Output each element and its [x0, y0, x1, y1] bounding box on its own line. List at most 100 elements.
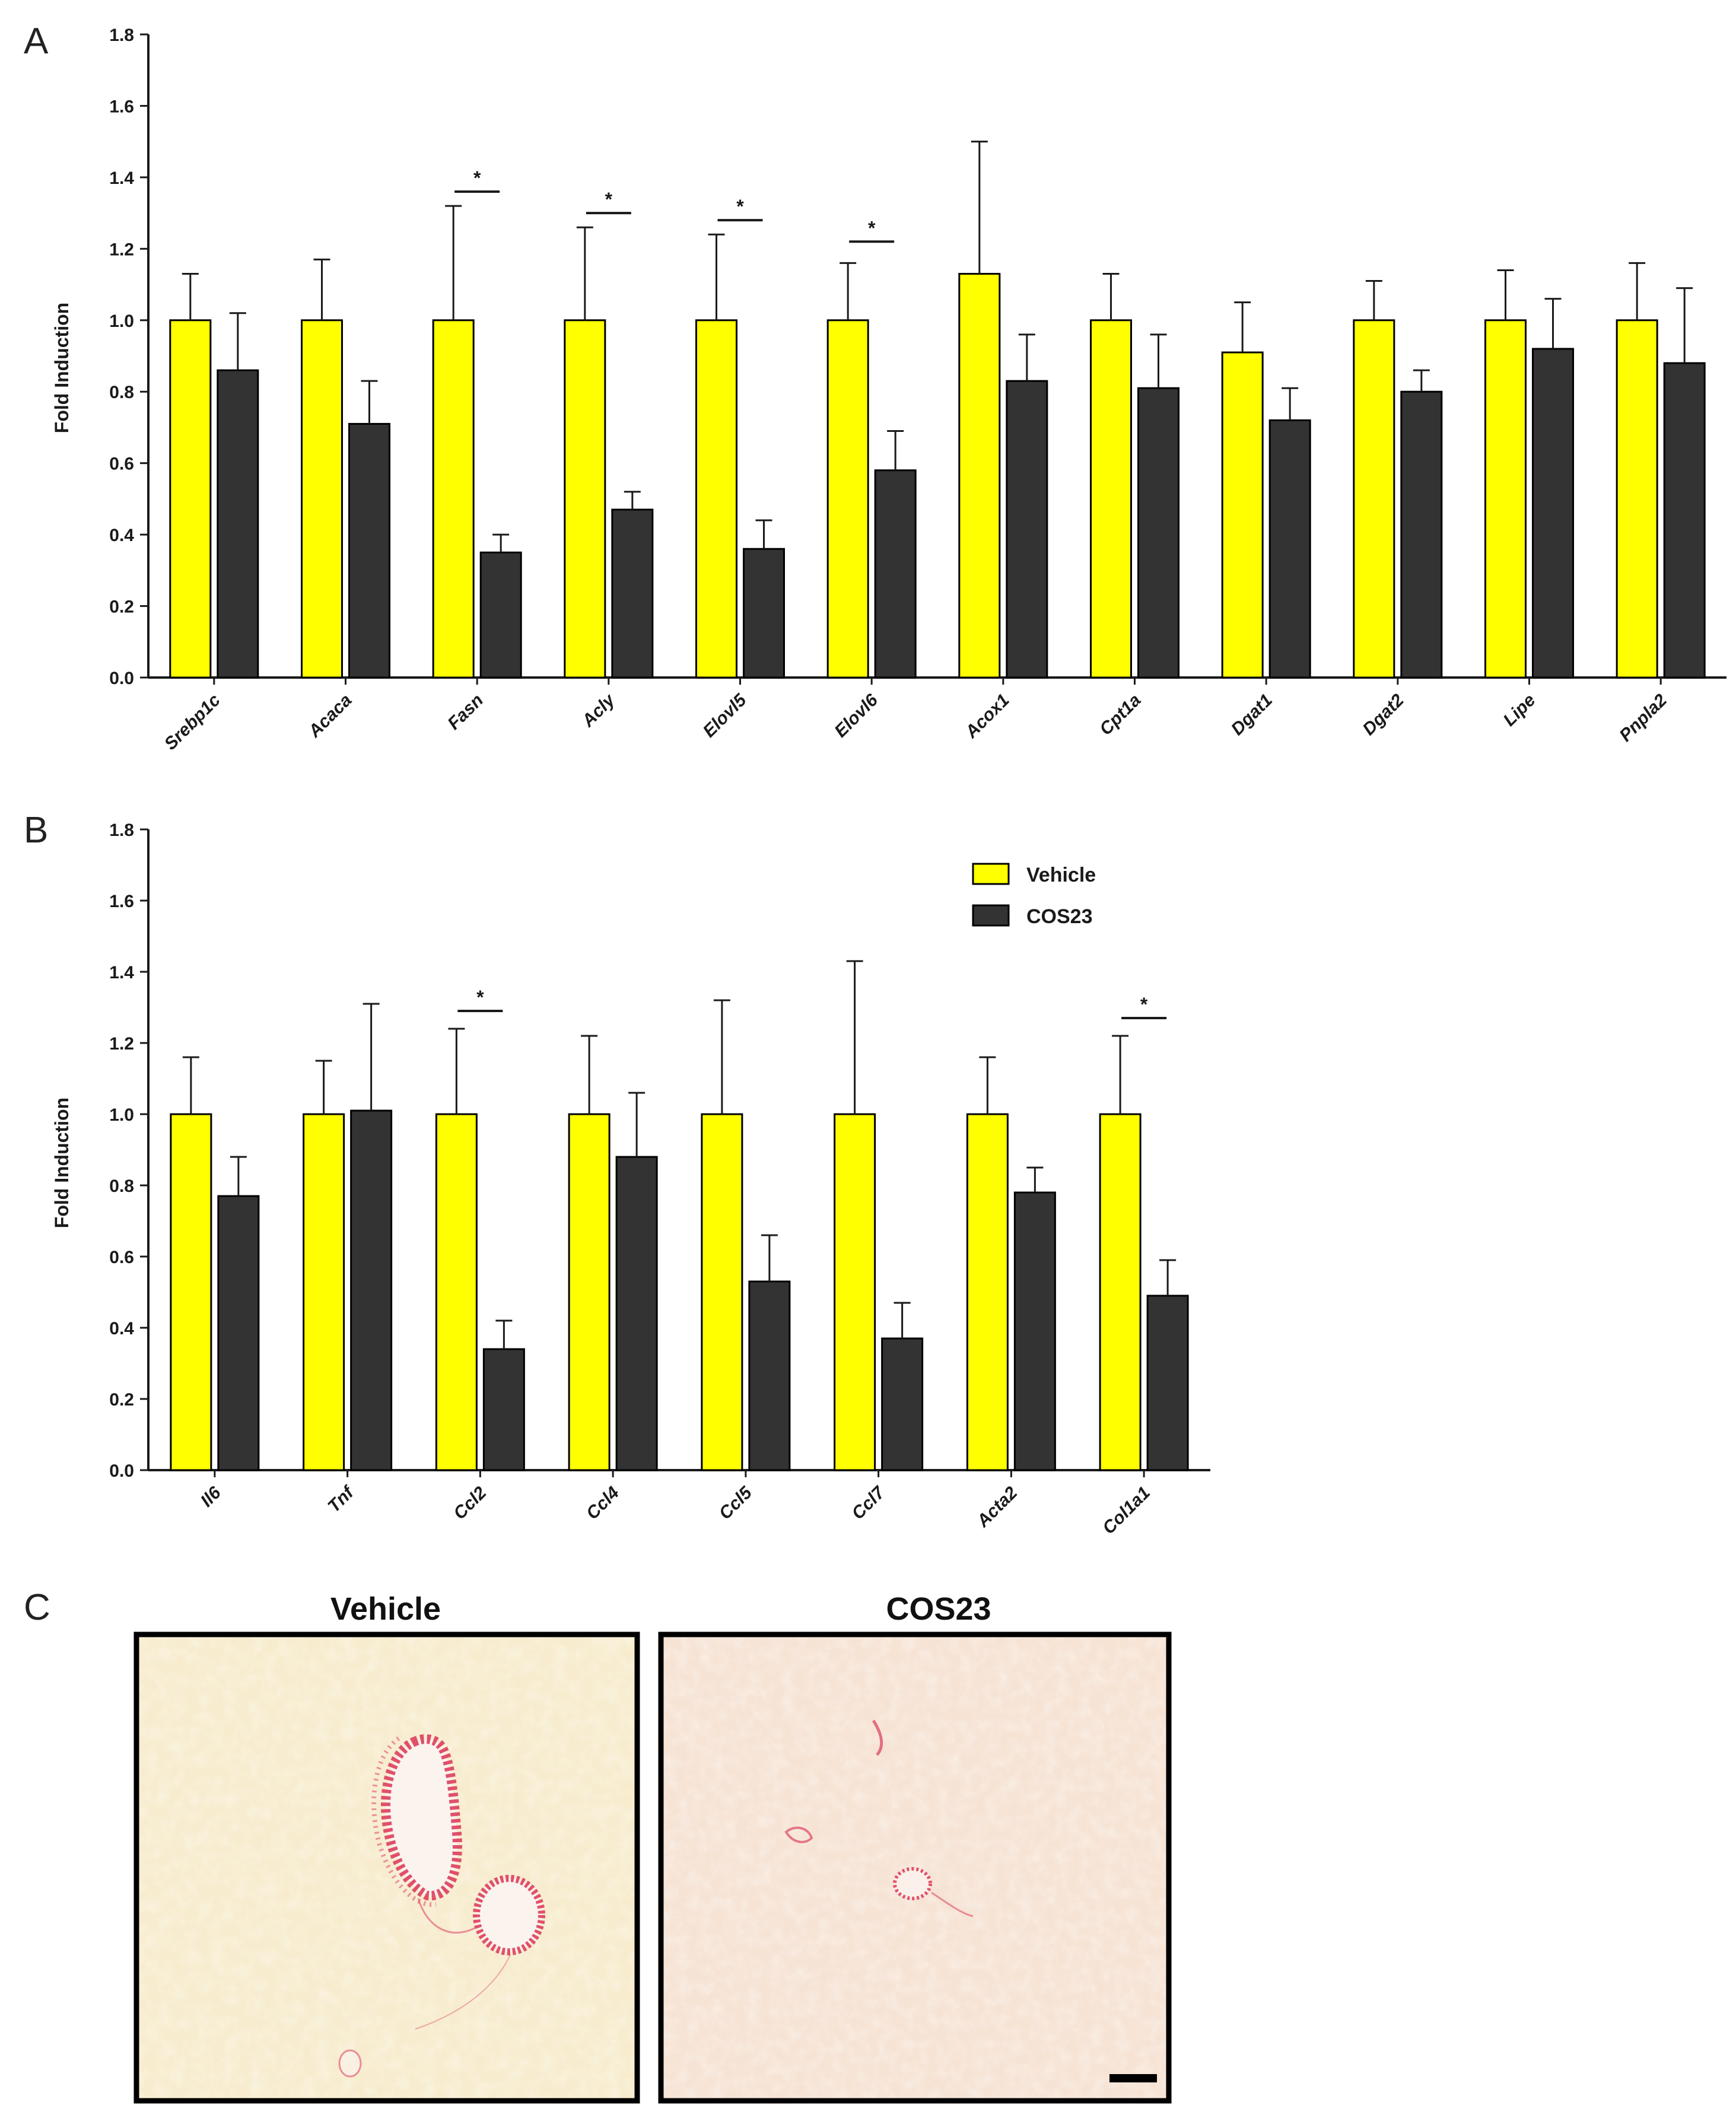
fibre-strand-cos23	[931, 1891, 974, 1917]
chart-b-bar-vehicle-ccl4	[568, 1113, 611, 1471]
chart-a-x-tick-label-pnpla2: Pnpla2	[1616, 690, 1671, 745]
chart-a-bar-cos23-acly	[611, 508, 654, 679]
legend-swatch-vehicle	[972, 863, 1010, 885]
micrograph-panel: Vehicle COS23	[133, 1591, 1172, 2104]
chart-a-bar-vehicle-elovl5	[695, 319, 737, 679]
chart-a-bar-vehicle-dgat1	[1221, 351, 1264, 679]
chart-a-bar-cos23-dgat2	[1400, 390, 1443, 679]
legend-label-vehicle: Vehicle	[1026, 864, 1096, 886]
chart-b-x-tick-label-tnf: Tnf	[324, 1481, 358, 1516]
chart-a-x-tick-label-lipe: Lipe	[1500, 691, 1540, 730]
chart-b-x-tick-label-ccl4: Ccl4	[583, 1483, 623, 1523]
vessel-large	[381, 1734, 462, 1901]
chart-a-bar-cos23-srebp1c	[217, 369, 259, 679]
chart-b-y-tick-label: 1.8	[109, 821, 134, 840]
chart-b: Fold Induction Vehicle COS23 0.0 0.2 0.4 0.…	[51, 821, 1210, 1538]
panel-letter-b: B	[24, 810, 48, 851]
chart-b-bar-cos23-tnf	[350, 1109, 393, 1471]
chart-b-y-tick-label: 1.4	[109, 963, 134, 982]
chart-b-bar-vehicle-ccl7	[834, 1113, 876, 1471]
chart-a-bar-vehicle-fasn	[432, 319, 475, 679]
chart-a-bar-vehicle-elovl6	[826, 319, 869, 679]
chart-b-y-tick-label: 0.4	[109, 1319, 134, 1338]
legend: Vehicle COS23	[972, 863, 1096, 928]
chart-a-x-tick-label-acox1: Acox1	[961, 691, 1013, 743]
chart-a-significance-star: *	[605, 189, 613, 210]
chart-b-bar-cos23-ccl7	[881, 1337, 924, 1471]
fibre-strand	[417, 1898, 475, 1934]
chart-a-x-tick-label-srebp1c: Srebp1c	[161, 690, 224, 753]
chart-a-significance-star: *	[473, 167, 481, 189]
chart-b-bar-cos23-il6	[217, 1195, 260, 1471]
chart-b-bar-vehicle-acta2	[966, 1113, 1009, 1471]
chart-b-y-tick-label: 1.2	[109, 1034, 134, 1054]
chart-a-x-tick-label-elovl6: Elovl6	[831, 690, 882, 741]
chart-b-bar-cos23-col1a1	[1146, 1295, 1189, 1471]
chart-a-bar-cos23-fasn	[479, 551, 522, 679]
chart-b-y-tick-label: 1.0	[109, 1105, 134, 1125]
chart-a-bar-cos23-acox1	[1006, 380, 1048, 679]
chart-a-x-tick-label-dgat2: Dgat2	[1359, 690, 1408, 739]
chart-a-significance-star: *	[868, 217, 876, 238]
chart-a-y-tick-label: 1.4	[109, 168, 134, 188]
chart-a-bar-vehicle-acly	[564, 319, 606, 679]
chart-b-y-tick-label: 0.8	[109, 1176, 134, 1196]
chart-a-y-tick-label: 1.2	[109, 240, 134, 259]
chart-a-significance-star: *	[736, 196, 744, 217]
chart-b-bar-cos23-acta2	[1013, 1191, 1056, 1471]
chart-a-bar-vehicle-lipe	[1484, 319, 1527, 679]
scale-bar	[1109, 2074, 1157, 2082]
chart-a-bar-cos23-pnpla2	[1663, 362, 1706, 679]
chart-b-x-tick-label-ccl2: Ccl2	[450, 1483, 490, 1523]
chart-a-x-tick-label-acaca: Acaca	[304, 691, 356, 742]
vessel-tiny	[338, 2049, 362, 2078]
chart-a-y-tick-label: 0.4	[109, 526, 134, 545]
chart-a-bar-vehicle-acox1	[958, 272, 1001, 679]
chart-a-bar-vehicle-cpt1a	[1090, 319, 1132, 679]
chart-b-bar-vehicle-ccl2	[435, 1113, 478, 1471]
chart-a-bar-cos23-elovl6	[874, 469, 917, 679]
chart-b-significance-star: *	[476, 987, 484, 1008]
chart-a-bar-cos23-dgat1	[1268, 419, 1311, 679]
micrograph-title-vehicle: Vehicle	[330, 1591, 441, 1627]
vessel-small	[473, 1875, 545, 1955]
chart-a-y-axis-label: Fold Induction	[51, 303, 72, 433]
chart-a-bar-cos23-cpt1a	[1137, 387, 1179, 679]
fibre-strand	[415, 1954, 511, 2030]
chart-b-x-tick-label-acta2: Acta2	[972, 1483, 1021, 1531]
legend-label-cos23: COS23	[1026, 905, 1093, 928]
chart-a-bar-vehicle-dgat2	[1353, 319, 1395, 679]
chart-b-bar-vehicle-col1a1	[1099, 1113, 1142, 1471]
vessel-left-cos23	[784, 1826, 813, 1843]
chart-a-y-tick-label: 0.0	[109, 669, 134, 688]
chart-b-bar-cos23-ccl4	[615, 1156, 658, 1471]
vessel-small-cos23	[893, 1867, 932, 1900]
chart-a-x-tick-label-elovl5: Elovl5	[700, 690, 751, 742]
chart-b-x-tick-label-col1a1: Col1a1	[1099, 1483, 1154, 1538]
chart-b-y-tick-label: 0.0	[109, 1461, 134, 1481]
chart-b-y-tick-label: 0.6	[109, 1248, 134, 1267]
chart-a-bar-cos23-elovl5	[743, 548, 785, 679]
chart-b-x-tick-label-il6: Il6	[197, 1483, 225, 1510]
vessel-large-fibrosis	[371, 1736, 437, 1907]
chart-b-bar-cos23-ccl5	[748, 1280, 791, 1471]
chart-a-y-tick-label: 1.8	[109, 26, 134, 45]
chart-a-x-tick-label-dgat1: Dgat1	[1228, 691, 1276, 739]
chart-b-x-tick-label-ccl5: Ccl5	[716, 1483, 756, 1524]
chart-a-bar-vehicle-srebp1c	[169, 319, 212, 679]
chart-a-bar-vehicle-acaca	[301, 319, 343, 679]
panel-letter-a: A	[24, 21, 49, 62]
micrograph-title-cos23: COS23	[886, 1591, 991, 1627]
chart-b-y-tick-label: 0.2	[109, 1390, 134, 1410]
micrograph-vehicle	[133, 1632, 640, 2104]
chart-a-x-tick-label-acly: Acly	[578, 690, 619, 732]
panel-letter-c: C	[24, 1587, 50, 1628]
chart-b-bar-vehicle-ccl5	[701, 1113, 743, 1471]
chart-a-y-tick-label: 0.8	[109, 383, 134, 402]
chart-a-bar-vehicle-pnpla2	[1616, 319, 1658, 679]
chart-b-bar-cos23-ccl2	[482, 1348, 525, 1471]
chart-a-y-tick-label: 0.6	[109, 454, 134, 474]
chart-a: Fold Induction 0.0 0.2 0.4 0.6 0.8 1.0 1.2 1.4 1…	[51, 26, 1727, 754]
chart-a-bar-cos23-lipe	[1532, 348, 1574, 679]
